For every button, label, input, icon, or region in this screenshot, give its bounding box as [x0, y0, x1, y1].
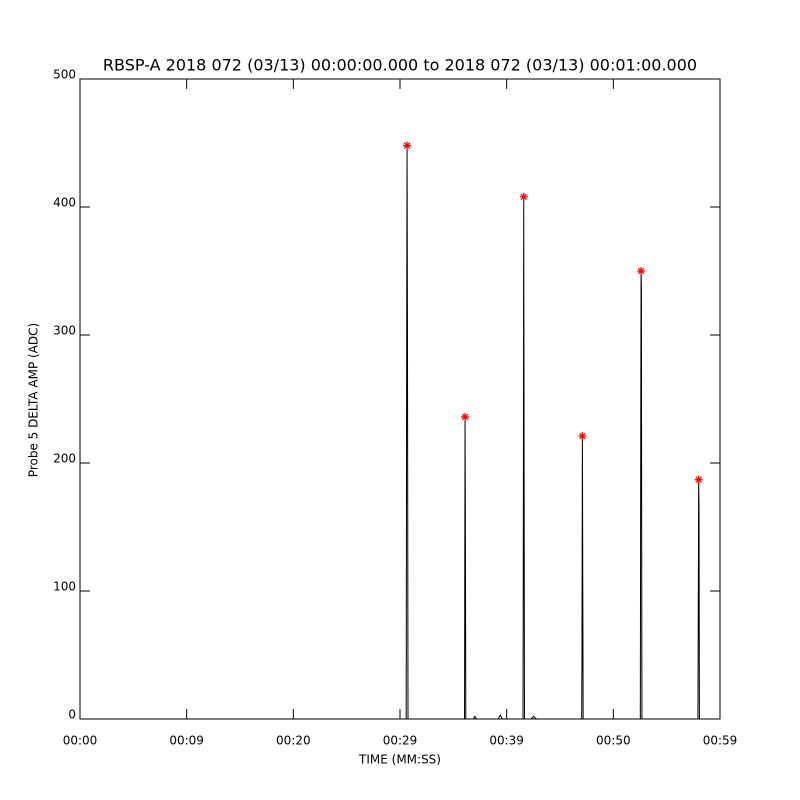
peak-marker — [519, 192, 528, 201]
y-tick-label: 400 — [53, 196, 76, 210]
peak-marker — [461, 412, 470, 421]
x-tick-label: 00:59 — [703, 734, 738, 748]
peak-marker — [578, 432, 587, 441]
x-tick-label: 00:39 — [489, 734, 524, 748]
x-tick-label: 00:29 — [383, 734, 418, 748]
peak-marker — [694, 475, 703, 484]
x-axis-label: TIME (MM:SS) — [358, 753, 441, 767]
y-tick-label: 0 — [68, 708, 76, 722]
x-tick-label: 00:00 — [63, 734, 98, 748]
peak-marker — [637, 267, 646, 275]
chart-title: RBSP-A 2018 072 (03/13) 00:00:00.000 to … — [103, 56, 697, 75]
x-tick-label: 00:20 — [276, 734, 311, 748]
y-tick-label: 300 — [53, 324, 76, 338]
y-tick-label: 200 — [53, 452, 76, 466]
y-axis-label: Probe 5 DELTA AMP (ADC) — [27, 323, 41, 477]
data-line — [388, 145, 700, 720]
peak-marker — [403, 141, 412, 150]
x-tick-label: 00:50 — [596, 734, 631, 748]
y-tick-label: 100 — [53, 580, 76, 594]
y-tick-label: 500 — [53, 68, 76, 82]
x-tick-label: 00:09 — [169, 734, 204, 748]
